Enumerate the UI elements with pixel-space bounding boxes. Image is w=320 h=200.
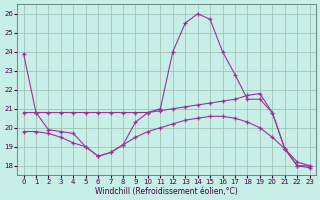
X-axis label: Windchill (Refroidissement éolien,°C): Windchill (Refroidissement éolien,°C) [95,187,238,196]
